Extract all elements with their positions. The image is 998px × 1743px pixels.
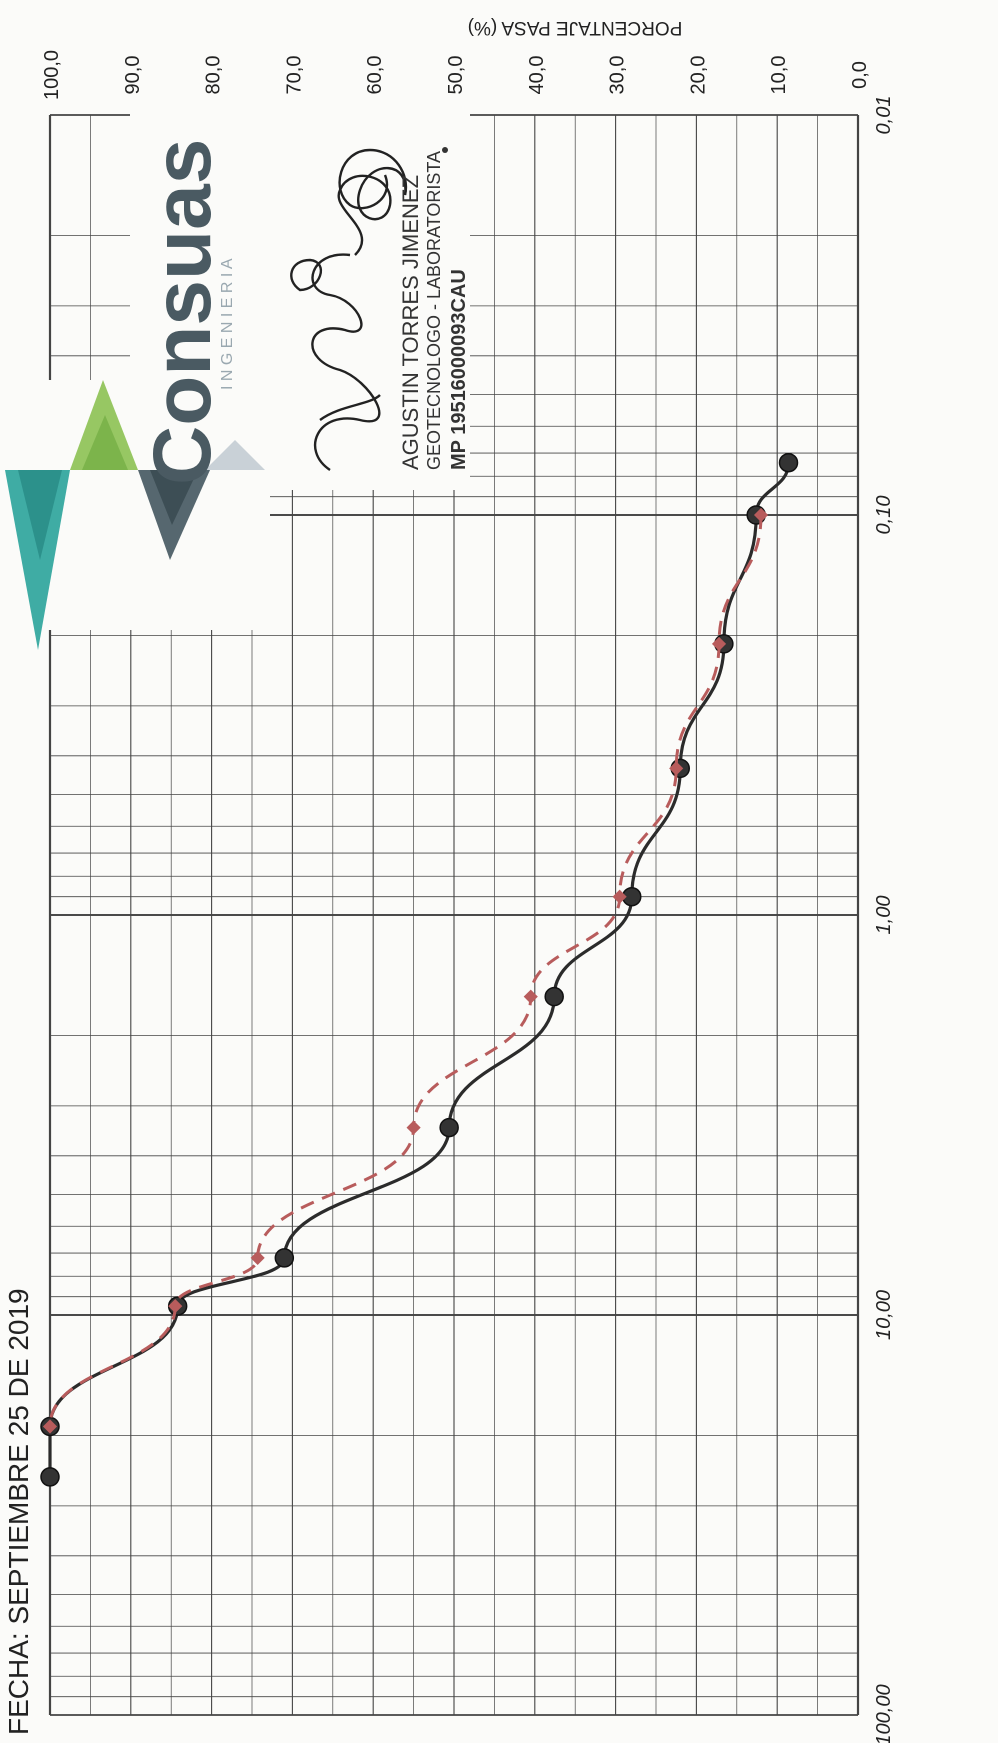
data-point: [40, 1467, 60, 1487]
company-name: Consuas: [137, 139, 228, 485]
y-tick-label: 20,0: [687, 56, 709, 95]
x-tick-label: 0,01: [873, 96, 895, 135]
y-tick-label: 60,0: [364, 56, 386, 95]
data-point: [439, 1117, 459, 1138]
data-point: [406, 1120, 421, 1135]
stamp-role: GEOTECNOLOGO - LABORATORISTA: [424, 151, 444, 470]
data-point: [753, 507, 769, 523]
y-tick-label: 80,0: [203, 56, 225, 95]
x-tick-label: 1,00: [873, 896, 895, 935]
company-subtitle: I N G E N I E R I A: [219, 258, 236, 390]
stamp-license: MP 19516000093CAU: [448, 269, 470, 470]
data-point: [612, 889, 627, 904]
y-tick-label: 40,0: [526, 56, 548, 95]
data-point: [711, 636, 727, 651]
y-axis-title: PORCENTAJE PASA (%): [468, 17, 683, 38]
data-point: [250, 1250, 265, 1266]
company-logo: Consuas I N G E N I E R I A: [0, 110, 470, 650]
y-tick-label: 50,0: [445, 56, 467, 95]
y-tick-label: 70,0: [283, 56, 305, 95]
data-point: [778, 452, 799, 473]
stamp-name: AGUSTIN TORRES JIMENEZ: [398, 175, 423, 470]
y-tick-label: 0,0: [849, 61, 871, 89]
data-point: [669, 761, 684, 776]
y-tick-labels: 0,0 10,0 20,0 30,0 40,0 50,0 60,0 70,0 80,0 90,0 1…: [41, 50, 871, 100]
data-point: [42, 1419, 58, 1434]
y-tick-label: 30,0: [607, 56, 629, 95]
series-layer: [40, 452, 799, 1487]
y-tick-label: 100,0: [41, 50, 63, 100]
x-tick-label: 100,00: [873, 1684, 895, 1743]
data-point: [168, 1299, 183, 1314]
data-point: [274, 1248, 295, 1268]
x-tick-label: 10,00: [873, 1290, 895, 1340]
x-tick-labels: 100,00 10,00 1,00 0,10 0,01: [873, 96, 895, 1743]
x-tick-label: 0,10: [873, 496, 895, 535]
data-point: [523, 989, 538, 1004]
date-header: FECHA: SEPTIEMBRE 25 DE 2019: [3, 1288, 34, 1735]
series-line-2: [48, 514, 763, 1427]
data-point: [544, 986, 564, 1007]
y-tick-label: 10,0: [768, 56, 790, 95]
y-tick-label: 90,0: [122, 56, 144, 95]
signature: [290, 148, 408, 471]
engineer-stamp: AGUSTIN TORRES JIMENEZ GEOTECNOLOGO - LA…: [398, 147, 470, 470]
